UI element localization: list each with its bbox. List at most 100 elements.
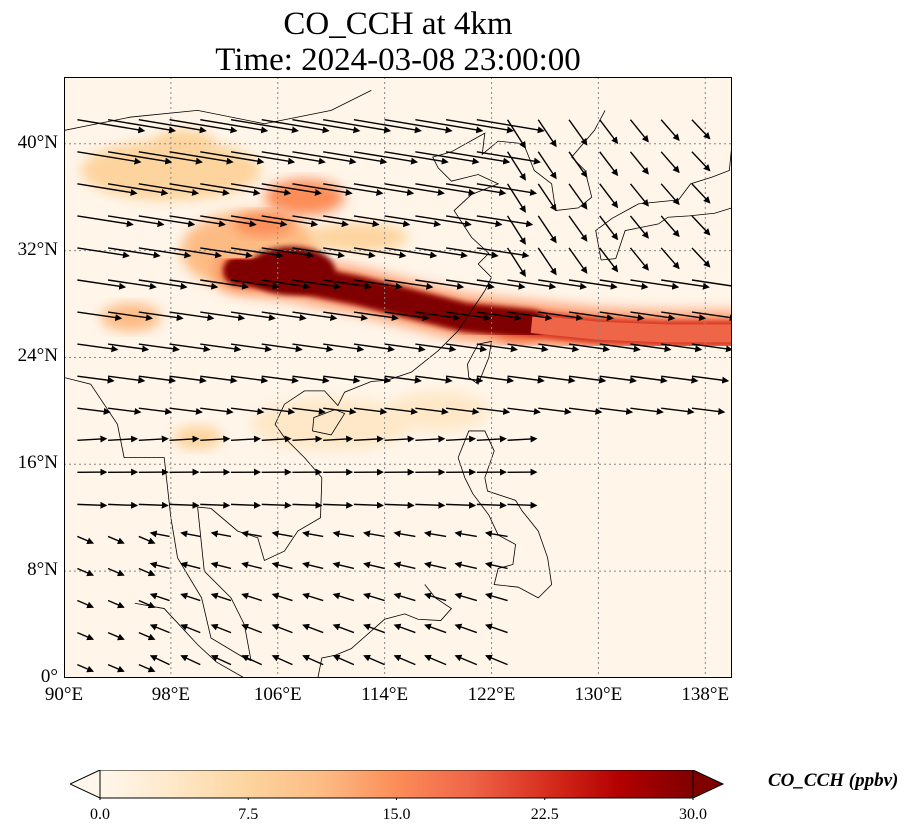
wind-arrow <box>537 151 557 180</box>
wind-arrow <box>107 631 125 641</box>
wind-arrow <box>454 654 478 666</box>
wind-arrow <box>77 215 134 228</box>
wind-arrow <box>138 435 169 443</box>
wind-arrow <box>660 215 680 238</box>
wind-arrow <box>691 183 711 204</box>
wind-arrow <box>485 654 508 666</box>
wind-arrow <box>476 311 522 322</box>
wind-arrow <box>445 343 488 353</box>
wind-arrow <box>107 247 161 259</box>
wind-arrow <box>599 407 634 415</box>
wind-arrow <box>169 247 223 259</box>
wind-arrow <box>384 215 442 228</box>
wind-arrow <box>353 375 392 384</box>
wind-arrow <box>384 343 426 353</box>
wind-arrow <box>292 343 334 353</box>
coastline <box>317 584 453 678</box>
wind-arrow <box>107 375 146 384</box>
wind-arrow <box>169 151 234 165</box>
wind-arrow <box>629 215 649 239</box>
wind-arrow <box>292 247 346 259</box>
wind-arrow <box>538 279 588 290</box>
coastline <box>197 110 606 661</box>
wind-arrow <box>230 279 280 290</box>
wind-arrow <box>77 151 142 165</box>
wind-arrow <box>169 375 207 384</box>
wind-arrow <box>138 215 196 228</box>
wind-arrow <box>200 215 257 228</box>
colorbar-tick-label: 22.5 <box>530 806 559 823</box>
lon-tick-label: 98°E <box>151 684 190 705</box>
wind-arrow <box>507 343 549 353</box>
wind-arrow <box>200 311 246 322</box>
wind-arrow <box>292 311 338 322</box>
wind-arrow <box>384 183 445 196</box>
wind-arrow <box>446 375 484 384</box>
wind-arrow <box>568 279 618 290</box>
wind-arrow <box>77 631 95 641</box>
wind-arrow <box>353 435 384 443</box>
wind-arrow <box>302 592 324 602</box>
wind-arrow <box>107 664 125 673</box>
wind-arrow <box>271 654 293 666</box>
wind-arrow <box>415 501 446 509</box>
colorbar-title: CO_CCH (ppbv) <box>768 770 899 791</box>
wind-arrow <box>353 343 395 353</box>
wind-arrow <box>107 311 153 322</box>
wind-arrow <box>415 435 446 443</box>
wind-arrow <box>484 530 508 538</box>
wind-arrow <box>537 119 557 148</box>
wind-arrow <box>424 623 447 634</box>
wind-arrow <box>200 435 231 443</box>
wind-arrow <box>292 119 361 134</box>
wind-arrow <box>107 343 150 353</box>
wind-arrow <box>423 530 447 538</box>
wind-arrow <box>353 279 403 290</box>
wind-arrow <box>629 151 649 175</box>
wind-arrow <box>630 375 668 384</box>
wind-arrow <box>476 215 534 228</box>
wind-arrow <box>415 407 449 415</box>
wind-arrow <box>630 279 680 290</box>
wind-arrow <box>415 343 457 353</box>
wind-arrow <box>353 119 422 134</box>
wind-arrow <box>77 119 146 134</box>
wind-arrow <box>323 501 354 509</box>
wind-arrow <box>149 623 170 634</box>
wind-arrow <box>323 343 365 353</box>
wind-arrow <box>506 247 526 277</box>
wind-arrow <box>445 183 507 196</box>
wind-arrow <box>599 151 619 177</box>
wind-arrow <box>454 561 477 570</box>
coastline <box>64 89 372 131</box>
map-subtitle: Time: 2024-03-08 23:00:00 <box>215 42 581 78</box>
wind-arrow <box>323 375 361 384</box>
wind-arrow <box>107 215 165 228</box>
wind-arrow <box>332 623 355 634</box>
wind-arrow <box>169 119 238 134</box>
wind-arrow <box>506 183 526 213</box>
wind-arrow <box>180 561 201 570</box>
wind-arrow <box>384 435 415 443</box>
colorbar-under-arrow <box>70 770 101 799</box>
wind-arrow <box>210 592 232 602</box>
wind-arrow <box>661 407 695 415</box>
wind-arrow <box>138 567 156 577</box>
wind-arrow <box>484 623 508 634</box>
wind-arrow <box>445 247 499 259</box>
plume-patch <box>264 179 345 216</box>
wind-arrow <box>302 561 324 570</box>
wind-arrow <box>180 623 201 634</box>
wind-arrow <box>210 623 232 634</box>
lat-tick-label: 40°N <box>17 131 58 153</box>
wind-arrow <box>138 407 173 415</box>
wind-arrow <box>323 151 388 165</box>
wind-arrow <box>169 215 226 228</box>
wind-arrow <box>210 530 232 538</box>
wind-arrow <box>353 247 407 259</box>
wind-arrow <box>149 561 170 570</box>
wind-arrow <box>210 655 232 666</box>
lon-tick-label: 138°E <box>681 684 730 705</box>
map-frame <box>64 77 732 678</box>
coastline <box>467 340 493 385</box>
